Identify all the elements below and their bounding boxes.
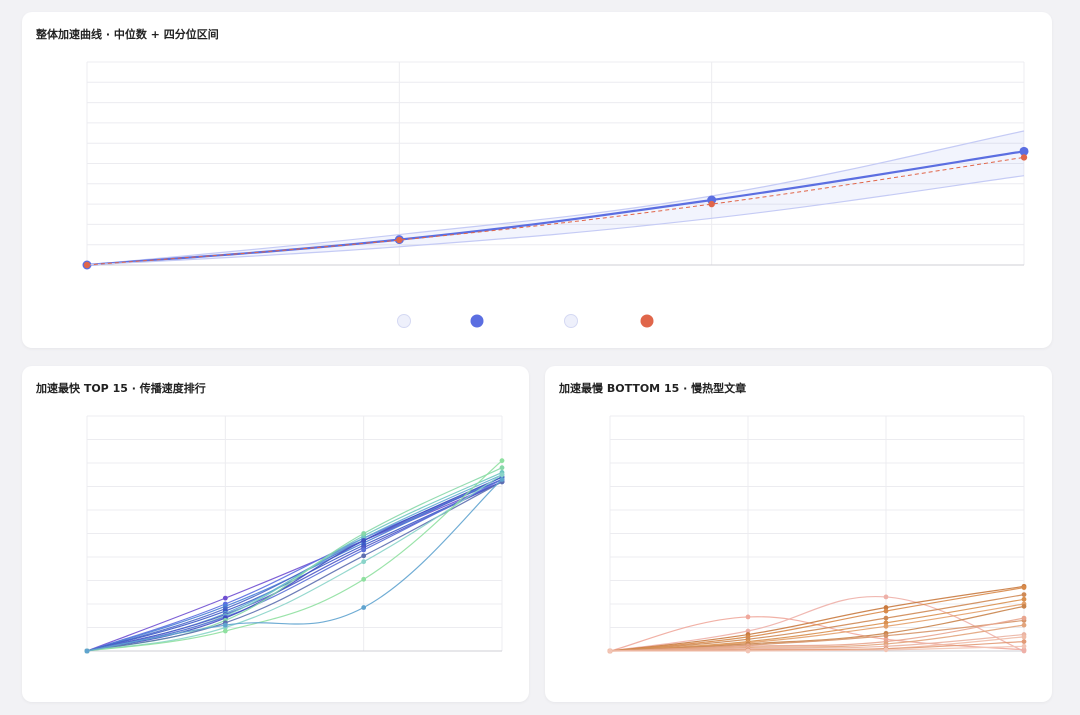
data-point bbox=[396, 236, 403, 244]
data-point bbox=[883, 594, 889, 600]
data-point bbox=[1021, 643, 1027, 649]
legend-swatch bbox=[640, 314, 654, 328]
series-line bbox=[86, 481, 503, 652]
series-line bbox=[86, 476, 503, 652]
series-line bbox=[86, 478, 503, 652]
series-line bbox=[86, 481, 503, 652]
data-point bbox=[1021, 603, 1027, 609]
bottom15-chart bbox=[607, 415, 1027, 654]
top15-chart bbox=[84, 415, 505, 654]
data-point bbox=[1020, 154, 1028, 161]
data-point bbox=[883, 605, 889, 610]
series-line bbox=[86, 460, 503, 652]
series-line bbox=[86, 474, 503, 652]
data-point bbox=[1021, 648, 1027, 654]
data-point bbox=[708, 200, 715, 208]
legend-swatch bbox=[397, 314, 411, 328]
data-point bbox=[499, 472, 505, 478]
data-point bbox=[499, 465, 505, 471]
series-line bbox=[86, 156, 1025, 266]
data-point bbox=[883, 615, 889, 621]
series-line bbox=[609, 586, 1025, 652]
data-point bbox=[499, 458, 505, 464]
series-line bbox=[609, 645, 1025, 652]
data-point bbox=[361, 538, 367, 543]
data-point bbox=[83, 261, 91, 269]
data-point bbox=[1021, 596, 1027, 602]
data-point bbox=[222, 628, 228, 634]
data-point bbox=[883, 608, 889, 614]
series-line bbox=[609, 585, 1025, 652]
data-point bbox=[883, 647, 889, 653]
series-line bbox=[609, 594, 1025, 652]
chart-title: 加速最快 TOP 15 · 传播速度排行 bbox=[36, 382, 206, 395]
data-point bbox=[883, 623, 889, 629]
series-line bbox=[609, 616, 1025, 652]
data-point bbox=[1021, 592, 1027, 597]
data-point bbox=[222, 595, 228, 601]
data-point bbox=[361, 547, 367, 553]
series-line bbox=[609, 595, 1025, 652]
series-line bbox=[86, 130, 1025, 266]
data-point bbox=[361, 553, 367, 559]
series-line bbox=[86, 479, 503, 652]
data-point bbox=[883, 633, 889, 639]
data-point bbox=[883, 620, 889, 626]
chart-title: 加速最慢 BOTTOM 15 · 慢热型文章 bbox=[559, 382, 747, 395]
series-line bbox=[86, 476, 503, 652]
overall-curve-chart bbox=[82, 61, 1029, 328]
series-line bbox=[86, 474, 503, 652]
data-point bbox=[1021, 634, 1027, 640]
series-line bbox=[86, 478, 503, 652]
data-point bbox=[1021, 585, 1027, 590]
data-point bbox=[361, 605, 367, 610]
top15-card: 加速最快 TOP 15 · 传播速度排行 bbox=[22, 366, 529, 702]
legend-swatch bbox=[564, 314, 578, 328]
data-point bbox=[361, 576, 367, 582]
overall-curve-card: 整体加速曲线 · 中位数 + 四分位区间 bbox=[22, 12, 1052, 348]
data-point bbox=[1019, 146, 1029, 156]
data-point bbox=[1021, 615, 1027, 621]
data-point bbox=[222, 622, 228, 628]
iqr-band bbox=[87, 131, 1024, 265]
data-point bbox=[361, 531, 367, 536]
data-point bbox=[361, 559, 367, 565]
legend-swatch bbox=[470, 314, 484, 328]
data-point bbox=[745, 628, 751, 634]
chart-title: 整体加速曲线 · 中位数 + 四分位区间 bbox=[36, 28, 219, 41]
series-line bbox=[86, 175, 1025, 266]
data-point bbox=[607, 648, 613, 654]
data-point bbox=[745, 648, 751, 654]
data-point bbox=[499, 477, 505, 482]
data-point bbox=[1021, 622, 1027, 628]
data-point bbox=[1021, 639, 1027, 644]
data-point bbox=[84, 648, 90, 654]
data-point bbox=[745, 614, 751, 620]
bottom15-card: 加速最慢 BOTTOM 15 · 慢热型文章 bbox=[545, 366, 1052, 702]
